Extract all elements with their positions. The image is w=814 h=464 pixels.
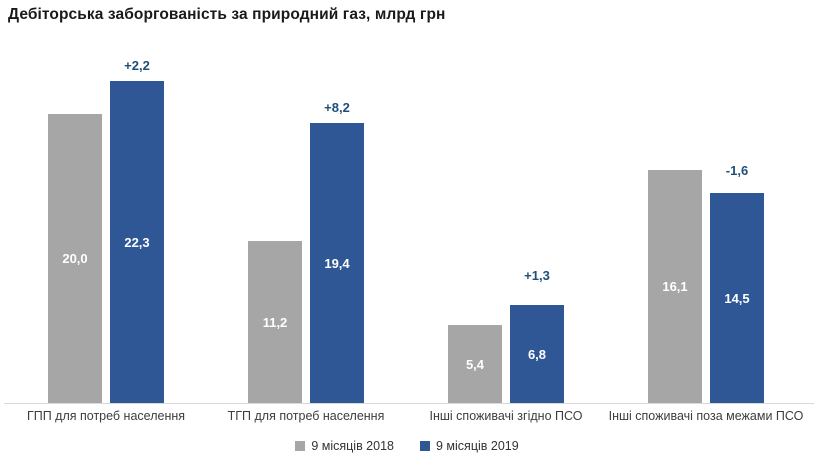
chart-title: Дебіторська заборгованість за природний … bbox=[8, 6, 446, 23]
bar-2019-group2: 19,4 bbox=[310, 123, 364, 403]
x-axis-line bbox=[4, 403, 814, 404]
legend-label-2018: 9 місяців 2018 bbox=[311, 439, 394, 453]
bar-2019-group1: 22,3 bbox=[110, 81, 164, 403]
bar-2018-group4: 16,1 bbox=[648, 170, 702, 403]
bar-value-label: 22,3 bbox=[124, 234, 150, 250]
bar-2018-group3: 5,4 bbox=[448, 325, 502, 403]
plot-area: 20,0 11,2 5,4 16,1 22,3 19,4 6,8 14,5 +2,2 +8,2 +1… bbox=[4, 58, 814, 404]
delta-label: +8,2 bbox=[324, 100, 350, 115]
bar-value-label: 19,4 bbox=[324, 255, 350, 271]
legend-label-2019: 9 місяців 2019 bbox=[436, 439, 519, 453]
category-label: ГПП для потреб населення bbox=[26, 409, 186, 423]
delta-label: +1,3 bbox=[524, 268, 550, 283]
bar-value-label: 5,4 bbox=[465, 356, 485, 372]
bar-value-label: 14,5 bbox=[724, 290, 750, 306]
bar-value-label: 6,8 bbox=[527, 346, 547, 362]
category-label: Інші споживачі згідно ПСО bbox=[429, 409, 583, 423]
legend-swatch-2019 bbox=[420, 441, 430, 451]
legend-swatch-2018 bbox=[295, 441, 306, 451]
bar-value-label: 20,0 bbox=[62, 251, 88, 266]
bar-2019-group4: 14,5 bbox=[710, 193, 764, 403]
delta-label: +2,2 bbox=[124, 58, 150, 73]
bar-2018-group1: 20,0 bbox=[48, 114, 102, 403]
legend-item-2018: 9 місяців 2018 bbox=[295, 439, 394, 453]
bar-2018-group2: 11,2 bbox=[248, 241, 302, 403]
legend-item-2019: 9 місяців 2019 bbox=[420, 439, 519, 453]
category-label: Інші споживачі поза межами ПСО bbox=[608, 409, 804, 423]
bar-value-label: 11,2 bbox=[262, 314, 288, 330]
legend: 9 місяців 2018 9 місяців 2019 bbox=[0, 439, 814, 453]
bar-value-label: 16,1 bbox=[662, 279, 688, 294]
delta-label: -1,6 bbox=[725, 163, 749, 178]
bar-2019-group3: 6,8 bbox=[510, 305, 564, 403]
category-label: ТГП для потреб населення bbox=[227, 409, 385, 423]
